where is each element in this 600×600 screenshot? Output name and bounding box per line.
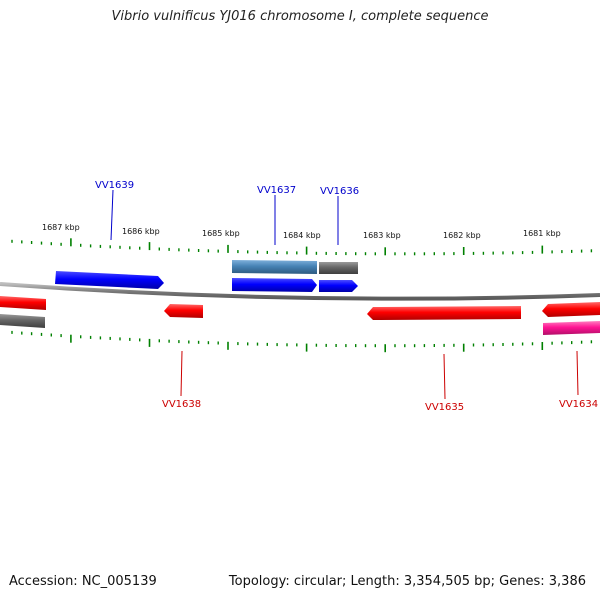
kbp-label: 1686 kbp: [122, 227, 160, 236]
gene-vv1639[interactable]: [55, 271, 164, 289]
kbp-label: 1682 kbp: [443, 231, 481, 240]
gene-vv1634[interactable]: [542, 302, 600, 317]
kbp-label: 1681 kbp: [523, 229, 561, 238]
gene-vv1637[interactable]: [232, 278, 317, 292]
accession-text: Accession: NC_005139: [9, 574, 157, 589]
chromosome-backbone: [0, 282, 600, 301]
gene-label-vv1637[interactable]: VV1637: [257, 185, 296, 196]
feature-grey-forward[interactable]: [319, 262, 358, 274]
gene-labels: VV1639 VV1637 VV1636 VV1638 VV1635 VV163…: [95, 180, 598, 413]
gene-label-vv1638[interactable]: VV1638: [162, 399, 201, 410]
feature-steel-forward[interactable]: [232, 260, 317, 274]
gene-label-vv1634[interactable]: VV1634: [559, 399, 598, 410]
kbp-label: 1687 kbp: [42, 223, 80, 232]
map-title: Vibrio vulnificus YJ016 chromosome I, co…: [111, 9, 489, 24]
label-leaders: [110, 189, 579, 400]
kbp-scale-labels: 1687 kbp 1686 kbp 1685 kbp 1684 kbp 1683…: [42, 223, 561, 240]
inner-scale-ticks: [11, 330, 593, 353]
kbp-label: 1683 kbp: [363, 231, 401, 240]
gene-label-vv1636[interactable]: VV1636: [320, 186, 359, 197]
pseudo-gene-pink[interactable]: [543, 321, 600, 335]
gene-label-vv1635[interactable]: VV1635: [425, 402, 464, 413]
feature-grey-left-edge[interactable]: [0, 314, 45, 328]
reverse-features: [0, 296, 600, 335]
forward-features: [55, 260, 358, 292]
gene-vv1638[interactable]: [164, 304, 203, 318]
gene-left-edge-red[interactable]: [0, 296, 46, 310]
gene-label-vv1639[interactable]: VV1639: [95, 180, 134, 191]
topology-text: Topology: circular; Length: 3,354,505 bp…: [228, 574, 586, 589]
kbp-label: 1685 kbp: [202, 229, 240, 238]
gene-vv1636[interactable]: [319, 280, 358, 292]
gene-vv1635[interactable]: [367, 306, 521, 320]
kbp-label: 1684 kbp: [283, 231, 321, 240]
outer-scale-ticks: [11, 238, 593, 256]
